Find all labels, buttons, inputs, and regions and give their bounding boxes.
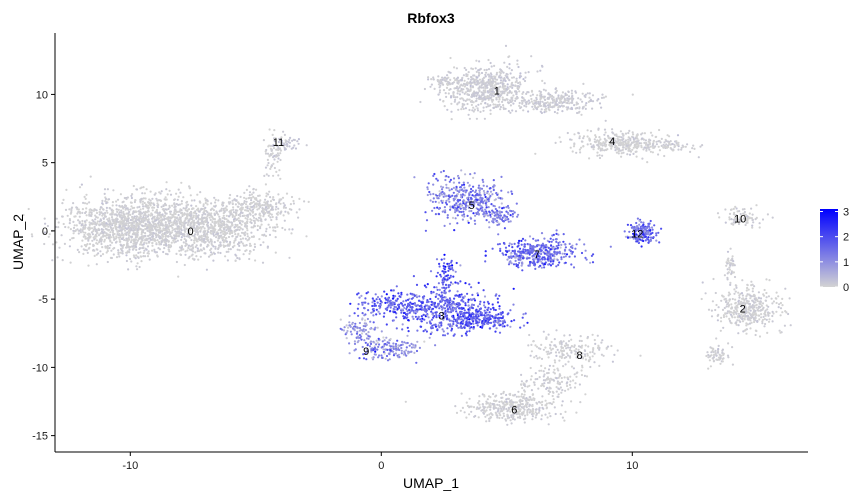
y-tick-label: -5	[38, 294, 48, 306]
cluster-4-points	[534, 119, 704, 164]
cluster-3-points	[349, 253, 529, 347]
colorbar-tick-label: 1	[843, 257, 849, 269]
cluster-label-6: 6	[511, 405, 517, 417]
cluster-1-points	[419, 44, 634, 121]
colorbar-tick-label: 2	[843, 232, 849, 244]
cluster-2-points	[700, 247, 792, 370]
cluster-6-points	[404, 364, 589, 426]
x-tick-label: -10	[122, 460, 138, 472]
cluster-label-11: 11	[273, 137, 284, 149]
cluster-label-3: 3	[438, 311, 444, 323]
colorbar-legend: 3 2 1 0	[820, 207, 849, 294]
x-tick-label: 10	[626, 460, 638, 472]
cluster-label-5: 5	[469, 200, 475, 212]
cluster-label-1: 1	[494, 85, 500, 97]
cluster-8-points	[527, 329, 642, 381]
cluster-label-7: 7	[534, 249, 540, 261]
x-tick-label: 0	[378, 460, 384, 472]
cluster-label-12: 12	[631, 229, 643, 241]
points-layer	[22, 44, 792, 426]
y-tick-label: 10	[36, 89, 48, 101]
chart-title: Rbfox3	[407, 10, 455, 26]
cluster-10-points	[716, 204, 774, 229]
colorbar-gradient	[820, 209, 838, 287]
y-axis: 10 5 0 -5 -10 -15	[32, 33, 56, 452]
colorbar-tick-label: 0	[843, 282, 849, 294]
y-tick-label: -10	[32, 362, 48, 374]
colorbar-tick-label: 3	[843, 207, 849, 219]
y-tick-label: -15	[32, 431, 48, 443]
cluster-label-0: 0	[187, 226, 193, 238]
cluster-7-points	[484, 229, 612, 272]
cluster-label-10: 10	[734, 214, 746, 226]
cluster-label-9: 9	[363, 346, 369, 358]
cluster-5-points	[413, 169, 520, 232]
cluster-label-4: 4	[609, 136, 615, 148]
y-tick-label: 5	[42, 158, 48, 170]
x-axis: -10 0 10	[55, 451, 808, 472]
cluster-12-points	[623, 217, 663, 248]
x-axis-title: UMAP_1	[403, 475, 459, 491]
cluster-11-points	[272, 133, 308, 151]
cluster-label-2: 2	[740, 304, 746, 316]
cluster-9-points	[339, 314, 426, 364]
cluster-0-points	[22, 128, 310, 278]
y-axis-title: UMAP_2	[10, 214, 26, 270]
cluster-label-8: 8	[577, 350, 583, 362]
y-tick-label: 0	[42, 226, 48, 238]
